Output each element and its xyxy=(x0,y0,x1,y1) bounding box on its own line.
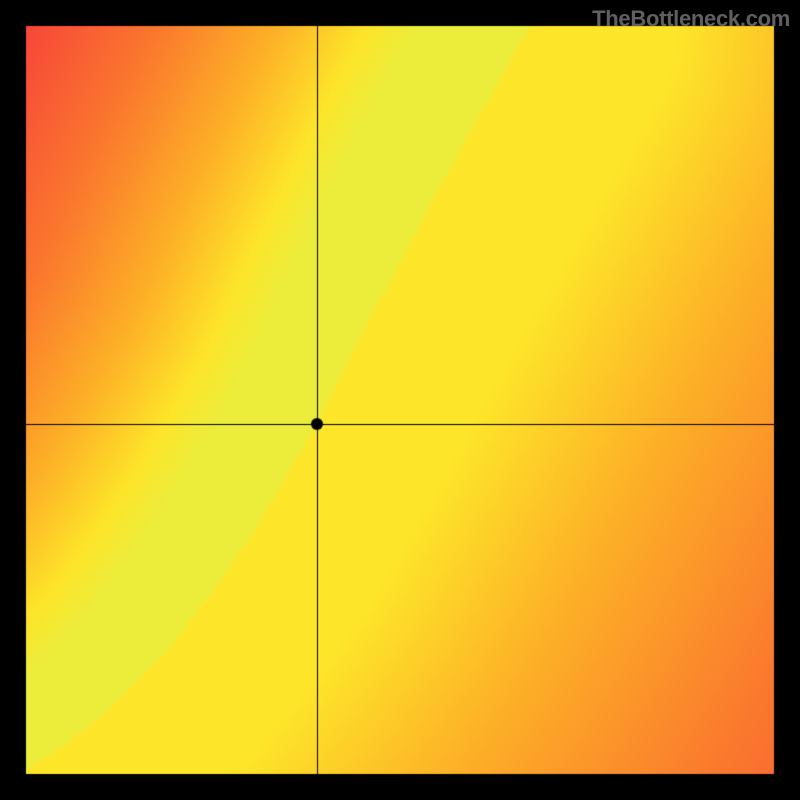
heatmap-canvas xyxy=(0,0,800,800)
watermark-text: TheBottleneck.com xyxy=(592,6,790,32)
